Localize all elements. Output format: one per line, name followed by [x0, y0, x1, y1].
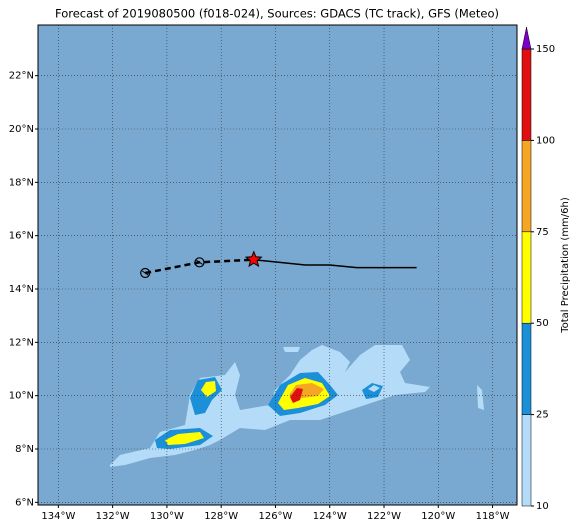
x-tick-label: 126°W — [258, 511, 292, 522]
y-tick-label: 14°N — [9, 284, 34, 295]
precip-area — [283, 347, 300, 352]
track-point — [194, 257, 205, 268]
y-tick-label: 18°N — [9, 177, 34, 188]
x-tick-label: 118°W — [476, 511, 510, 522]
colorbar-tick-label: 100 — [536, 135, 555, 146]
colorbar-segment — [521, 231, 532, 324]
track-forecast — [253, 258, 417, 269]
current-position — [244, 250, 263, 268]
y-tick-label: 12°N — [9, 337, 34, 348]
x-tick-label: 128°W — [204, 511, 238, 522]
precip-area — [165, 432, 204, 445]
y-tick-label: 10°N — [9, 391, 34, 402]
precip-area — [477, 385, 484, 410]
y-tick-label: 16°N — [9, 231, 34, 242]
precip-area — [368, 385, 380, 392]
y-tick-label: 22°N — [9, 71, 34, 82]
grid — [38, 25, 517, 505]
x-tick-label: 120°W — [421, 511, 455, 522]
x-tick-label: 124°W — [313, 511, 347, 522]
chart-title: Forecast of 2019080500 (f018-024), Sourc… — [55, 7, 499, 21]
precip-area — [201, 381, 216, 397]
colorbar-segment — [521, 48, 532, 141]
colorbar-segment — [521, 414, 532, 507]
colorbar-tick-label: 150 — [536, 44, 555, 55]
track-point-bar — [141, 270, 149, 276]
map-frame — [37, 24, 518, 506]
precipitation-field — [110, 345, 484, 467]
track-point — [140, 267, 151, 279]
y-tick-label: 6°N — [15, 497, 34, 508]
y-tick-label: 8°N — [15, 444, 34, 455]
colorbar-segment — [521, 322, 532, 415]
colorbar-extension — [521, 26, 532, 50]
y-tick-label: 20°N — [9, 124, 34, 135]
x-tick-label: 130°W — [150, 511, 184, 522]
colorbar-tick-label: 50 — [536, 318, 549, 329]
colorbar-tick-label: 25 — [536, 410, 549, 421]
x-tick-label: 132°W — [96, 511, 130, 522]
colorbar-segment — [521, 140, 532, 233]
x-tick-label: 122°W — [367, 511, 401, 522]
colorbar-tick-label: 75 — [536, 227, 549, 238]
track-point-bar — [196, 259, 203, 265]
ocean — [38, 25, 517, 505]
colorbar-tick-label: 10 — [536, 501, 549, 512]
colorbar-label: Total Precipitation (mm/6h) — [560, 197, 571, 334]
x-tick-label: 134°W — [41, 511, 75, 522]
